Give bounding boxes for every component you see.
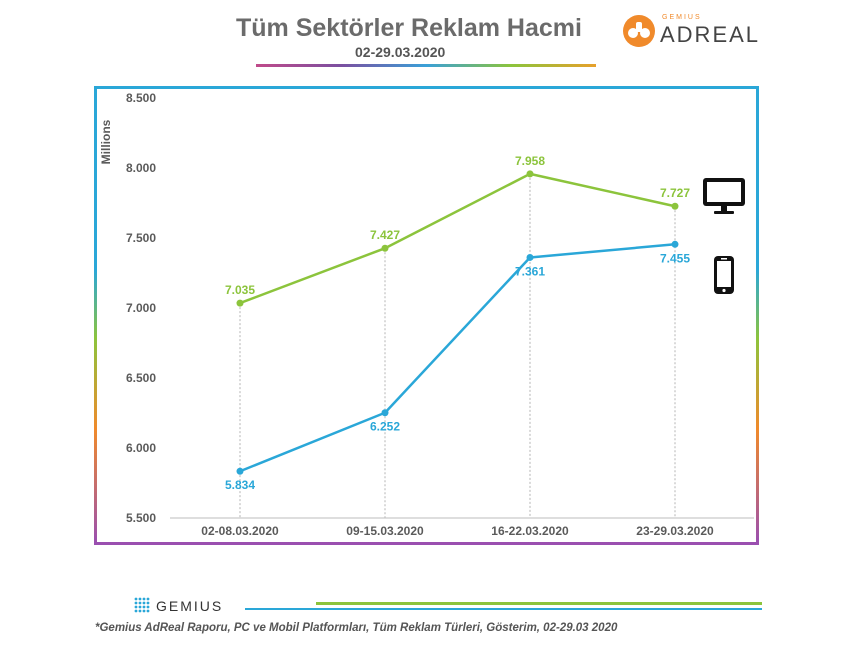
data-point-mobile [236, 467, 244, 475]
data-label-pc: 7.035 [225, 283, 255, 297]
data-point-pc [381, 244, 389, 252]
data-labels: 7.035 7.427 7.958 7.727 5.834 6.252 7.361 7.455 [225, 154, 690, 492]
data-label-mobile: 7.455 [660, 251, 690, 265]
data-point-pc [671, 202, 679, 210]
data-point-pc [236, 299, 244, 307]
logo-brand-text: GEMIUS [662, 14, 702, 21]
x-axis: 02-08.03.2020 09-15.03.2020 16-22.03.2020 2… [201, 524, 714, 538]
data-point-mobile [381, 409, 389, 417]
source-footnote: *Gemius AdReal Raporu, PC ve Mobil Platf… [95, 622, 618, 634]
chart-title: Tüm Sektörler Reklam Hacmi [236, 14, 582, 42]
guide-lines [239, 173, 676, 518]
chart-frame-top [94, 86, 759, 89]
x-tick-label: 23-29.03.2020 [636, 524, 714, 538]
data-label-mobile: 5.834 [225, 478, 255, 492]
data-label-mobile: 6.252 [370, 420, 400, 434]
data-label-pc: 7.958 [515, 154, 545, 168]
y-tick-label: 7.000 [126, 301, 156, 315]
series-line-mobile [239, 243, 676, 473]
gemius-dots-icon [134, 597, 150, 613]
series-lines [239, 172, 676, 473]
x-tick-label: 16-22.03.2020 [491, 524, 569, 538]
gemius-footer-name: GEMIUS [156, 598, 224, 614]
logo-name-text: ADREAL [660, 22, 761, 47]
footer-rule-green [316, 602, 762, 605]
series-line-pc [239, 172, 676, 305]
x-tick-label: 02-08.03.2020 [201, 524, 279, 538]
chart-frame [94, 86, 759, 545]
footer-rule-blue [245, 608, 762, 610]
monitor-icon [703, 178, 745, 214]
y-tick-label: 6.000 [126, 441, 156, 455]
data-point-mobile [671, 240, 679, 248]
y-tick-label: 8.500 [126, 91, 156, 105]
adreal-logo: GEMIUS ADREAL [622, 14, 758, 50]
chart-subtitle: 02-29.03.2020 [355, 44, 446, 60]
smartphone-icon [714, 256, 734, 294]
y-tick-label: 5.500 [126, 511, 156, 525]
data-label-pc: 7.427 [370, 228, 400, 242]
y-axis-label: Millions [99, 119, 113, 164]
data-label-pc: 7.727 [660, 186, 690, 200]
x-tick-label: 09-15.03.2020 [346, 524, 424, 538]
adreal-logo-icon [623, 15, 655, 47]
y-tick-label: 7.500 [126, 231, 156, 245]
y-tick-label: 8.000 [126, 161, 156, 175]
data-point-mobile [526, 253, 534, 261]
y-tick-label: 6.500 [126, 371, 156, 385]
y-axis: 5.500 6.000 6.500 7.000 7.500 8.000 8.500 [126, 91, 156, 525]
data-label-mobile: 7.361 [515, 264, 545, 278]
data-point-pc [526, 170, 534, 178]
title-underline [256, 64, 596, 67]
series-points [236, 170, 679, 475]
line-chart: 5.500 6.000 6.500 7.000 7.500 8.000 8.500 Mill… [99, 91, 754, 538]
